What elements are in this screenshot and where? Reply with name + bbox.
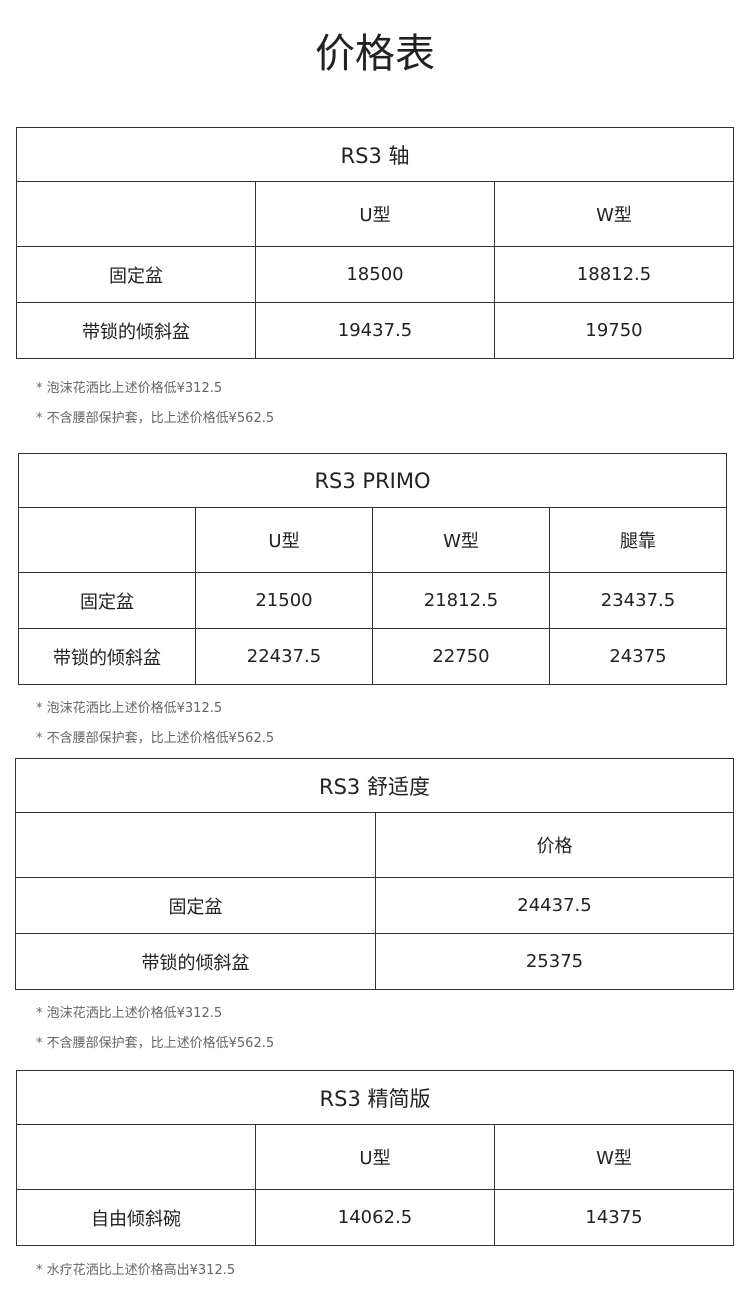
column-header: [15, 812, 376, 878]
column-header: [18, 507, 196, 573]
footnote: * 不含腰部保护套，比上述价格低¥562.5: [36, 1036, 275, 1051]
table-row: 固定盆 24437.5: [15, 877, 734, 934]
price-cell: 24375: [549, 628, 727, 685]
row-label: 自由倾斜碗: [16, 1189, 256, 1246]
price-cell: 22750: [372, 628, 550, 685]
price-cell: 21812.5: [372, 572, 550, 629]
header-row: 价格: [15, 812, 734, 878]
price-table: RS3 轴 U型 W型 固定盆 18500 18812.5 带锁的倾斜盆 19437.5 197…: [15, 127, 735, 359]
price-cell: 18812.5: [493, 246, 735, 303]
table-row: 带锁的倾斜盆 25375: [15, 933, 734, 990]
column-header: 腿靠: [549, 507, 727, 573]
row-label: 固定盆: [16, 246, 256, 303]
price-cell: 14375: [493, 1189, 735, 1246]
price-cell: 14062.5: [255, 1189, 495, 1246]
table-row: 固定盆 21500 21812.5 23437.5: [18, 572, 727, 629]
page-title: 价格表: [315, 31, 435, 77]
header-row: U型 W型: [16, 1124, 735, 1190]
price-cell: 19750: [493, 302, 735, 359]
price-cell: 21500: [195, 572, 373, 629]
column-header: U型: [255, 1124, 495, 1190]
row-label: 带锁的倾斜盆: [15, 933, 376, 990]
footnote: * 不含腰部保护套，比上述价格低¥562.5: [36, 411, 275, 426]
footnote: * 泡沫花洒比上述价格低¥312.5: [36, 381, 223, 396]
table-row: 带锁的倾斜盆 22437.5 22750 24375: [18, 628, 727, 685]
price-cell: 18500: [255, 246, 495, 303]
price-table: RS3 舒适度 价格 固定盆 24437.5 带锁的倾斜盆 25375: [15, 758, 734, 990]
price-table: RS3 PRIMO U型 W型 腿靠 固定盆 21500 21812.5 23437.5 带锁的…: [18, 453, 727, 685]
column-header: [16, 181, 256, 247]
footnote: * 泡沫花洒比上述价格低¥312.5: [36, 701, 223, 716]
row-label: 固定盆: [15, 877, 376, 934]
column-header: U型: [195, 507, 373, 573]
price-cell: 22437.5: [195, 628, 373, 685]
row-label: 固定盆: [18, 572, 196, 629]
column-header: W型: [493, 1124, 735, 1190]
footnote: * 不含腰部保护套，比上述价格低¥562.5: [36, 731, 275, 746]
table-title: RS3 精简版: [15, 1070, 735, 1125]
header-row: U型 W型 腿靠: [18, 507, 727, 573]
price-cell: 25375: [375, 933, 734, 990]
price-cell: 19437.5: [255, 302, 495, 359]
column-header: U型: [255, 181, 495, 247]
price-table: RS3 精简版 U型 W型 自由倾斜碗 14062.5 14375: [15, 1070, 735, 1246]
footnote: * 水疗花洒比上述价格高出¥312.5: [36, 1263, 236, 1278]
table-row: 固定盆 18500 18812.5: [16, 246, 735, 303]
footnote: * 泡沫花洒比上述价格低¥312.5: [36, 1006, 223, 1021]
table-title: RS3 PRIMO: [18, 453, 727, 508]
price-cell: 24437.5: [375, 877, 734, 934]
row-label: 带锁的倾斜盆: [16, 302, 256, 359]
table-title: RS3 轴: [15, 127, 735, 182]
row-label: 带锁的倾斜盆: [18, 628, 196, 685]
column-header: [16, 1124, 256, 1190]
column-header: W型: [493, 181, 735, 247]
column-header: 价格: [375, 812, 734, 878]
column-header: W型: [372, 507, 550, 573]
table-row: 自由倾斜碗 14062.5 14375: [16, 1189, 735, 1246]
header-row: U型 W型: [16, 181, 735, 247]
price-cell: 23437.5: [549, 572, 727, 629]
table-title: RS3 舒适度: [15, 758, 734, 813]
table-row: 带锁的倾斜盆 19437.5 19750: [16, 302, 735, 359]
